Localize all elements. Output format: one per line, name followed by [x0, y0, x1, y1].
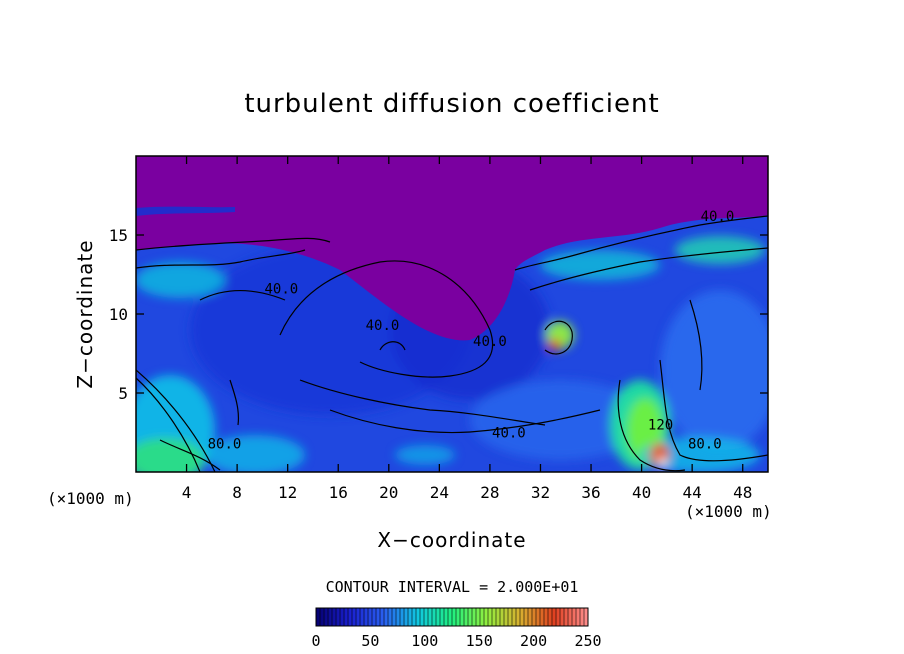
x-tick-label: 44	[683, 483, 702, 502]
contour-labels: 40.0 40.0 40.0 80.0 80.0 40.0 120 40.0	[208, 209, 735, 453]
x-axis-unit-left: (×1000 m)	[47, 489, 134, 508]
x-tick-label: 8	[232, 483, 242, 502]
x-tick-label: 40	[632, 483, 651, 502]
x-tick-label: 16	[329, 483, 348, 502]
y-axis-ticks: 5 10 15	[109, 226, 768, 403]
y-tick-label: 10	[109, 305, 128, 324]
x-axis-unit-right: (×1000 m)	[685, 502, 772, 521]
contour-label: 80.0	[688, 437, 722, 453]
contour-label: 120	[648, 418, 673, 434]
colorbar-tick-label: 200	[520, 632, 547, 650]
x-tick-label: 12	[278, 483, 297, 502]
x-tick-label: 36	[581, 483, 600, 502]
contour-interval-note: CONTOUR INTERVAL = 2.000E+01	[326, 578, 579, 596]
colorbar-tick-label: 150	[466, 632, 493, 650]
colorbar-tick-label: 250	[574, 632, 601, 650]
contour-label: 40.0	[701, 209, 735, 225]
colorbar-frame	[315, 607, 589, 627]
plot-area	[136, 156, 768, 472]
upper-layer	[136, 156, 768, 341]
colorbar-stripes	[319, 608, 585, 626]
x-tick-label: 4	[182, 483, 192, 502]
y-axis-label: Z−coordinate	[73, 239, 97, 388]
x-axis-ticks: 4 8 12 16 20 24 28 32 36 40 44 48	[182, 156, 752, 502]
contour-label: 80.0	[208, 437, 242, 453]
colorbar-tick-label: 50	[361, 632, 379, 650]
chart-title: turbulent diffusion coefficient	[244, 89, 659, 119]
y-tick-label: 15	[109, 226, 128, 245]
contour-lines	[136, 215, 768, 472]
contour-label: 40.0	[473, 334, 507, 350]
contour-label: 40.0	[366, 318, 400, 334]
colorbar-tick-label: 0	[311, 632, 320, 650]
colorbar-ticks: 0 50 100 150 200 250	[311, 632, 601, 650]
x-tick-label: 48	[733, 483, 752, 502]
x-tick-label: 28	[480, 483, 499, 502]
x-tick-label: 32	[531, 483, 550, 502]
contour-label: 40.0	[265, 282, 299, 298]
x-tick-label: 24	[430, 483, 449, 502]
x-tick-label: 20	[379, 483, 398, 502]
colorbar-tick-label: 100	[411, 632, 438, 650]
x-axis-label: X−coordinate	[377, 528, 526, 552]
contour-label: 40.0	[492, 426, 526, 442]
y-tick-label: 5	[118, 384, 128, 403]
